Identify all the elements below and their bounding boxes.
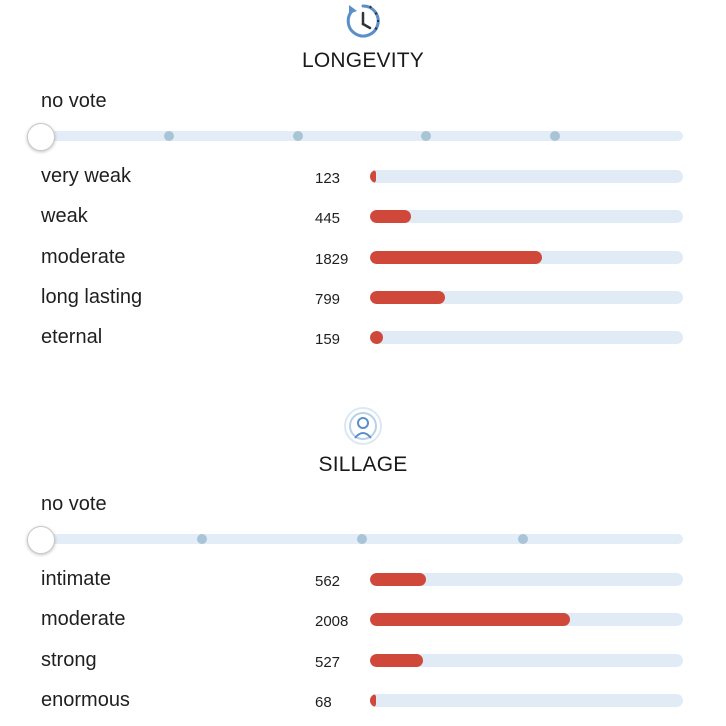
slider-step-dot[interactable] — [164, 131, 175, 141]
vote-bar-fill — [370, 210, 411, 224]
sillage-no-vote-label: no vote — [41, 493, 107, 515]
vote-bar-fill — [370, 653, 424, 667]
slider-step-dot[interactable] — [421, 131, 432, 141]
vote-row-label: very weak — [41, 165, 132, 187]
longevity-section: LONGEVITY no vote very weak 123 weak 445 mod… — [0, 0, 726, 360]
vote-row-label: enormous — [41, 688, 130, 711]
vote-bar-fill — [370, 331, 383, 345]
slider-step-dot[interactable] — [292, 131, 303, 141]
longevity-title: LONGEVITY — [302, 49, 424, 72]
vote-bar-fill — [370, 693, 377, 707]
slider-step-dot[interactable] — [196, 534, 207, 544]
vote-row[interactable]: eternal 159 — [0, 322, 726, 352]
vote-row[interactable]: moderate 2008 — [0, 604, 726, 634]
vote-count: 562 — [315, 573, 341, 590]
vote-count: 123 — [315, 170, 341, 187]
vote-row[interactable]: weak 445 — [0, 201, 726, 231]
vote-row[interactable]: moderate 1829 — [0, 242, 726, 272]
sillage-vote-slider[interactable] — [27, 526, 683, 554]
person-radiating-icon — [338, 406, 388, 446]
vote-row-label: strong — [41, 648, 97, 671]
longevity-vote-slider[interactable] — [27, 123, 683, 151]
vote-row[interactable]: strong 527 — [0, 645, 726, 675]
vote-row-label: long lasting — [41, 285, 143, 308]
slider-knob[interactable] — [27, 123, 55, 151]
vote-row-label: moderate — [41, 608, 126, 631]
vote-row-label: intimate — [41, 568, 112, 590]
vote-bar-track — [370, 573, 683, 586]
vote-bar-track — [370, 653, 683, 667]
vote-bar-track — [370, 170, 683, 183]
vote-bar-track — [370, 331, 683, 345]
vote-row-label: moderate — [41, 245, 126, 268]
vote-bar-track — [370, 693, 683, 707]
vote-bar-fill — [370, 613, 571, 627]
vote-bar-fill — [370, 573, 427, 586]
vote-row[interactable]: intimate 562 — [0, 564, 726, 594]
sillage-title: SILLAGE — [318, 453, 408, 476]
vote-count: 799 — [315, 290, 341, 308]
longevity-no-vote-label: no vote — [41, 90, 107, 112]
vote-bar-track — [370, 250, 683, 264]
vote-count: 445 — [315, 210, 341, 228]
vote-row[interactable]: long lasting 799 — [0, 282, 726, 312]
vote-bar-fill — [370, 170, 377, 183]
vote-bar-track — [370, 210, 683, 224]
vote-row-label: eternal — [41, 326, 103, 349]
slider-step-dot[interactable] — [549, 131, 560, 141]
slider-step-dot[interactable] — [517, 534, 528, 544]
vote-count: 527 — [315, 653, 341, 671]
vote-count: 68 — [315, 693, 332, 711]
vote-count: 2008 — [315, 613, 349, 631]
sillage-section: SILLAGE no vote intimate 562 moderate 2008 s… — [0, 400, 726, 726]
slider-knob[interactable] — [27, 526, 55, 554]
vote-bar-fill — [370, 250, 543, 264]
vote-bar-track — [370, 613, 683, 627]
vote-row[interactable]: very weak 123 — [0, 161, 726, 191]
clock-arrow-icon — [338, 2, 388, 42]
vote-row[interactable]: enormous 68 — [0, 685, 726, 715]
vote-bar-fill — [370, 290, 446, 304]
vote-row-label: weak — [41, 205, 88, 228]
slider-step-dot[interactable] — [357, 534, 367, 544]
vote-count: 1829 — [315, 250, 349, 268]
vote-count: 159 — [315, 331, 341, 349]
vote-bar-track — [370, 290, 683, 304]
